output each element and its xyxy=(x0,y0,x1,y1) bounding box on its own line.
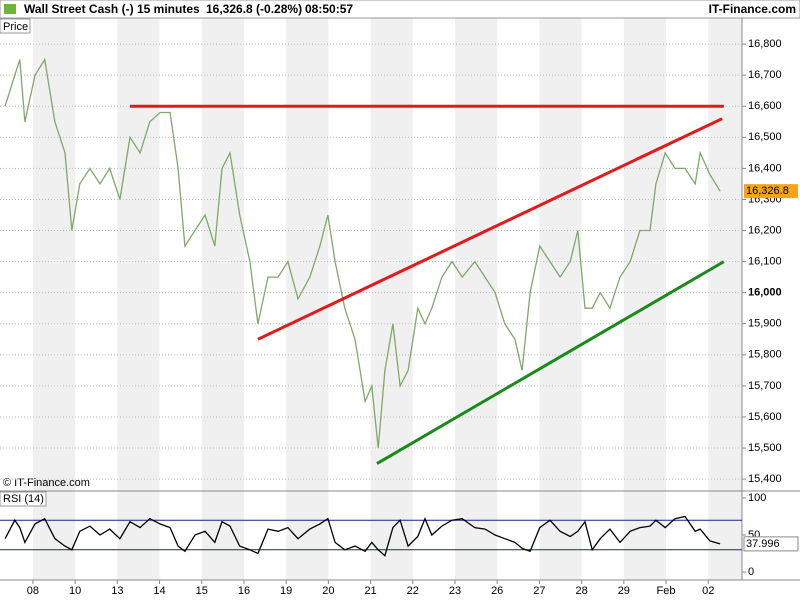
day-stripe xyxy=(117,18,160,580)
y-tick-label: 16,600 xyxy=(748,100,782,112)
trend-line xyxy=(376,260,725,465)
x-tick-label: 19 xyxy=(280,585,292,597)
last-value-box xyxy=(744,184,798,199)
x-tick-label: 27 xyxy=(533,585,545,597)
x-tick-label: 23 xyxy=(449,585,461,597)
x-tick-label: 13 xyxy=(111,585,123,597)
x-tick-label: 21 xyxy=(364,585,376,597)
last-value-label: 37.996 xyxy=(746,538,780,550)
day-stripe xyxy=(32,18,76,580)
day-stripe xyxy=(201,18,244,580)
panel-label: Price xyxy=(3,21,28,33)
day-stripe xyxy=(454,18,498,580)
y-tick-label: 15,500 xyxy=(748,442,782,454)
series-line xyxy=(4,515,721,557)
day-stripe xyxy=(370,18,413,580)
series-line xyxy=(4,57,721,449)
x-tick-label: 20 xyxy=(322,585,334,597)
x-tick-label: 15 xyxy=(196,585,208,597)
y-tick-label: 16,500 xyxy=(748,131,782,143)
trend-line xyxy=(257,117,723,341)
y-tick-label: 16,400 xyxy=(748,162,782,174)
header-title: Wall Street Cash (-) xyxy=(24,2,134,16)
y-tick-label: 16,100 xyxy=(748,256,782,268)
x-tick-label: 08 xyxy=(27,585,39,597)
x-tick-label: 10 xyxy=(69,585,81,597)
icon xyxy=(4,4,16,14)
day-stripe xyxy=(708,18,742,580)
y-tick-label: 16,200 xyxy=(748,224,782,236)
x-tick-label: 26 xyxy=(491,585,503,597)
x-tick-label: 22 xyxy=(407,585,419,597)
x-tick-label: 29 xyxy=(618,585,630,597)
y-tick-label: 16,800 xyxy=(748,38,782,50)
x-tick-label: 02 xyxy=(702,585,714,597)
panel-label-box xyxy=(0,491,47,507)
y-tick-label: 16,000 xyxy=(748,287,782,299)
y-tick-label: 15,900 xyxy=(748,318,782,330)
panel-label: RSI (14) xyxy=(3,493,44,505)
credit: © IT-Finance.com xyxy=(3,477,90,489)
y-tick-label: 15,700 xyxy=(748,380,782,392)
header-time: 08:50:57 xyxy=(305,2,353,16)
last-value-box xyxy=(743,536,799,552)
x-tick-label: 16 xyxy=(238,585,250,597)
y-tick-label: 15,600 xyxy=(748,411,782,423)
x-tick-label: Feb xyxy=(657,585,676,597)
header-quote: 16,326.8 (-0.28%) xyxy=(206,2,302,16)
header-interval: 15 minutes xyxy=(137,2,200,16)
y-tick-label: 16,700 xyxy=(748,69,782,81)
y-tick-label: 15,400 xyxy=(748,473,782,485)
header-source: IT-Finance.com xyxy=(709,2,796,16)
y-tick-label: 0 xyxy=(748,566,754,578)
day-stripe xyxy=(539,18,582,580)
y-tick-label: 100 xyxy=(748,492,766,504)
x-tick-label: 28 xyxy=(575,585,587,597)
day-stripes xyxy=(32,18,742,580)
panel-label-box xyxy=(0,18,31,34)
x-tick-label: 14 xyxy=(153,585,165,597)
y-tick-label: 15,800 xyxy=(748,349,782,361)
day-stripe xyxy=(286,18,329,580)
last-value-label: 16,326.8 xyxy=(746,185,789,197)
header-bar xyxy=(0,0,800,19)
